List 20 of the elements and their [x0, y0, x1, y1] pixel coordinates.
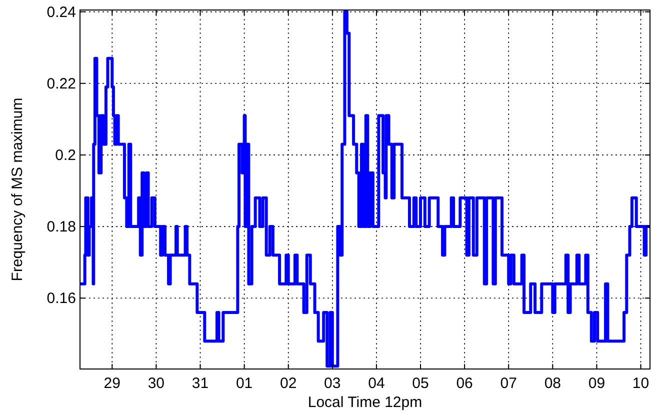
x-tick-label: 05 — [412, 375, 429, 392]
x-tick-label: 09 — [588, 375, 606, 392]
x-axis-title: Local Time 12pm — [308, 394, 422, 411]
y-tick-label: 0.16 — [46, 290, 76, 308]
x-tick-label: 07 — [500, 375, 517, 392]
x-tick-label: 31 — [192, 375, 209, 392]
x-tick-label: 04 — [368, 375, 385, 392]
y-tick-label: 0.24 — [46, 4, 76, 21]
x-tick-label: 08 — [544, 375, 562, 392]
x-tick-label: 30 — [148, 375, 165, 392]
x-tick-label: 03 — [324, 375, 341, 392]
x-tick-label: 02 — [280, 375, 297, 392]
y-tick-label: 0.2 — [55, 146, 76, 164]
y-tick-label: 0.18 — [46, 218, 76, 236]
x-tick-label: 06 — [456, 375, 473, 392]
x-tick-label: 10 — [632, 375, 650, 392]
x-tick-label: 01 — [236, 375, 253, 392]
y-axis-title: Frequency of MS maximum — [9, 98, 26, 282]
x-tick-label: 29 — [104, 375, 120, 392]
y-tick-label: 0.22 — [46, 75, 76, 92]
